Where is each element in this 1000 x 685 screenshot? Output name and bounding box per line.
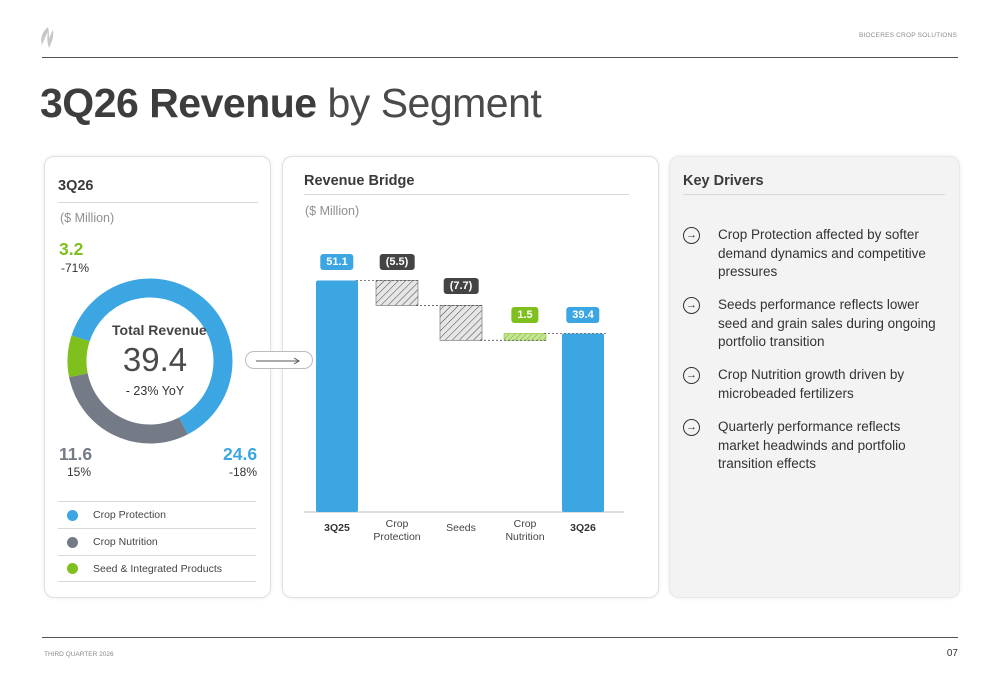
donut-card-rule bbox=[58, 202, 258, 203]
brand-name: BIOCERES CROP SOLUTIONS bbox=[858, 32, 957, 39]
page-number: 07 bbox=[946, 648, 958, 659]
driver-item: → Quarterly performance reflects market … bbox=[683, 418, 943, 474]
bridge-value-label-seeds: (7.7) bbox=[443, 278, 479, 295]
legend-item-seed: Seed & Integrated Products bbox=[58, 555, 256, 582]
bridge-value-label-3q26: 39.4 bbox=[566, 306, 600, 323]
arrow-right-icon bbox=[256, 357, 300, 365]
arrow-circle-icon: → bbox=[683, 297, 700, 314]
bridge-category-label-3q25: 3Q25 bbox=[324, 522, 350, 534]
legend-label: Crop Nutrition bbox=[93, 536, 158, 548]
donut-slice-seed-integrated-products bbox=[67, 335, 90, 378]
key-drivers-card bbox=[669, 156, 960, 598]
legend-label: Seed & Integrated Products bbox=[93, 562, 222, 575]
donut-slice-crop-nutrition bbox=[69, 373, 188, 444]
driver-text: Crop Protection affected by softer deman… bbox=[718, 227, 926, 279]
arrow-circle-icon: → bbox=[683, 227, 700, 244]
donut-yoy: - 23% YoY bbox=[125, 384, 185, 398]
bridge-arrow-connector bbox=[245, 351, 313, 369]
protection-change: -18% bbox=[229, 465, 258, 479]
donut-center-value: 39.4 bbox=[122, 341, 188, 378]
legend-dot bbox=[67, 563, 78, 574]
bridge-category-label-seeds: Seeds bbox=[446, 522, 476, 534]
legend-dot bbox=[67, 536, 78, 548]
drivers-card-title: Key Drivers bbox=[683, 173, 764, 189]
legend-dot bbox=[67, 509, 78, 521]
bridge-value-label-crop-protection: (5.5) bbox=[379, 253, 415, 270]
driver-text: Quarterly performance reflects market he… bbox=[718, 419, 906, 471]
driver-text: Crop Nutrition growth driven by microbea… bbox=[718, 367, 905, 401]
nutrition-change: 15% bbox=[67, 465, 92, 479]
driver-item: → Seeds performance reflects lower seed … bbox=[683, 296, 943, 352]
driver-text: Seeds performance reflects lower seed an… bbox=[718, 297, 936, 349]
donut-unit: ($ Million) bbox=[60, 211, 115, 225]
legend-item-crop-protection: Crop Protection bbox=[58, 501, 256, 528]
bridge-category-label-crop-protection: Crop Protection bbox=[373, 518, 421, 543]
arrow-circle-icon: → bbox=[683, 367, 700, 384]
donut-center-title: Total Revenue bbox=[112, 322, 207, 338]
bridge-unit: ($ Million) bbox=[305, 204, 360, 218]
driver-item: → Crop Protection affected by softer dem… bbox=[683, 226, 943, 282]
footer-period: THIRD QUARTER 2026 bbox=[44, 651, 114, 658]
donut-slice-crop-protection bbox=[71, 278, 233, 435]
legend-label: Crop Protection bbox=[93, 509, 166, 521]
page-title: 3Q26 Revenue by Segment bbox=[40, 80, 542, 127]
donut-card-title: 3Q26 bbox=[58, 178, 94, 194]
bridge-card-title: Revenue Bridge bbox=[304, 173, 415, 189]
arrow-circle-icon: → bbox=[683, 419, 700, 436]
header-rule bbox=[42, 57, 958, 58]
bridge-category-label-3q26: 3Q26 bbox=[570, 522, 596, 534]
footer-rule bbox=[42, 637, 958, 638]
seed-change: -71% bbox=[61, 261, 90, 275]
bridge-value-label-crop-nutrition: 1.5 bbox=[511, 306, 539, 323]
title-bold: 3Q26 Revenue bbox=[40, 80, 317, 126]
seed-value: 3.2 bbox=[59, 239, 84, 259]
title-rest: by Segment bbox=[316, 80, 542, 126]
bridge-value-label-3q25: 51.1 bbox=[320, 253, 354, 270]
bridge-category-label-crop-nutrition: Crop Nutrition bbox=[505, 518, 545, 543]
nutrition-value: 11.6 bbox=[59, 444, 93, 464]
legend-item-crop-nutrition: Crop Nutrition bbox=[58, 528, 256, 555]
bridge-card-rule bbox=[304, 194, 629, 195]
drivers-card-rule bbox=[683, 194, 945, 195]
driver-item: → Crop Nutrition growth driven by microb… bbox=[683, 366, 943, 403]
bioceres-logo bbox=[41, 27, 54, 48]
protection-value: 24.6 bbox=[223, 444, 258, 464]
revenue-donut-chart bbox=[67, 278, 233, 444]
